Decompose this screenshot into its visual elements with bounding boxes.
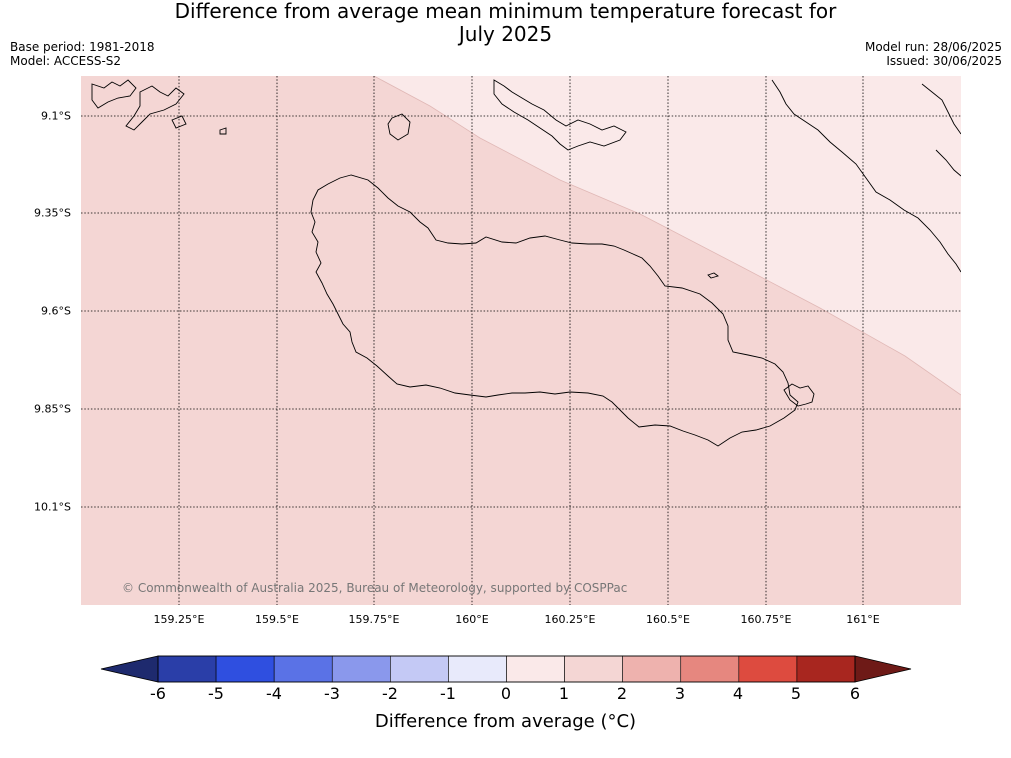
- coastline-northeast-3: [935, 149, 961, 177]
- lat-label: 10.1°S: [34, 500, 71, 514]
- colorbar-bin: [506, 655, 565, 683]
- colorbar-bins: [157, 655, 856, 683]
- region-0-to-1: [374, 76, 961, 395]
- title-line-2: July 2025: [458, 22, 553, 46]
- coastline-northcentral: [493, 79, 627, 151]
- colorbar-tick: -3: [324, 684, 340, 703]
- coastline-islet-3: [219, 127, 227, 135]
- colorbar-above-arrow: [854, 655, 912, 683]
- colorbar-bin: [448, 655, 507, 683]
- lat-label: 9.35°S: [34, 206, 71, 220]
- lon-label: 159.75°E: [348, 613, 400, 626]
- lat-label: 9.1°S: [41, 109, 71, 123]
- coastlines: [91, 79, 961, 447]
- lon-label: 159.25°E: [153, 613, 205, 626]
- coastline-round-island: [387, 113, 411, 141]
- lon-label: 160.5°E: [646, 613, 690, 626]
- base-period: Base period: 1981-2018: [10, 40, 155, 54]
- issued-date: Issued: 30/06/2025: [886, 54, 1002, 68]
- model-run: Model run: 28/06/2025: [864, 40, 1002, 54]
- colorbar-tick: -2: [382, 684, 398, 703]
- map-title: Difference from average mean minimum tem…: [0, 0, 1011, 46]
- coastline-main-island: [310, 174, 799, 447]
- coastline-northwest-2: [125, 85, 185, 131]
- colorbar-bin: [215, 655, 275, 683]
- meta-right: Model run: 28/06/2025 Issued: 30/06/2025: [865, 40, 1002, 68]
- colorbar-tick: -4: [266, 684, 282, 703]
- coastline-northeast-2: [921, 83, 961, 135]
- lon-label: 159.5°E: [255, 613, 299, 626]
- colorbar-bin: [796, 655, 856, 683]
- colorbar-tick: 5: [790, 684, 802, 703]
- colorbar-frame: [157, 655, 856, 683]
- colorbar-tick: -5: [208, 684, 224, 703]
- lon-label: 160.75°E: [740, 613, 792, 626]
- lat-label: 9.85°S: [34, 402, 71, 416]
- colorbar-tick: 2: [616, 684, 628, 703]
- lon-label: 160°E: [455, 613, 489, 626]
- colorbar-bin: [738, 655, 798, 683]
- coastline-east-tip: [783, 383, 815, 407]
- lat-label: 9.6°S: [41, 304, 71, 318]
- coastline-northwest: [91, 79, 137, 109]
- meta-left: Base period: 1981-2018 Model: ACCESS-S2: [10, 40, 155, 68]
- colorbar-bin: [390, 655, 449, 683]
- colorbar-tick: -6: [150, 684, 166, 703]
- colorbar-bin: [680, 655, 740, 683]
- copyright-notice: © Commonwealth of Australia 2025, Bureau…: [122, 581, 628, 595]
- colorbar-bin: [157, 655, 217, 683]
- colorbar-bin: [622, 655, 682, 683]
- colorbar-tick: 1: [558, 684, 570, 703]
- colorbar-tick: 3: [674, 684, 686, 703]
- colorbar-below-arrow: [100, 655, 159, 683]
- colorbar-bin: [564, 655, 623, 683]
- lon-label: 160.25°E: [544, 613, 596, 626]
- coastline-islet: [707, 272, 719, 279]
- gridlines: [81, 76, 961, 605]
- model-name: Model: ACCESS-S2: [10, 54, 122, 68]
- coastline-northeast: [771, 79, 961, 273]
- colorbar-tick: 4: [732, 684, 744, 703]
- colorbar-title: Difference from average (°C): [374, 711, 637, 732]
- colorbar-tick: 0: [500, 684, 512, 703]
- colorbar-tick: 6: [849, 684, 861, 703]
- lon-label: 161°E: [846, 613, 880, 626]
- colorbar-bin: [273, 655, 333, 683]
- colorbar-bin: [331, 655, 391, 683]
- coastline-islet-2: [171, 115, 187, 129]
- title-line-1: Difference from average mean minimum tem…: [174, 0, 837, 23]
- colorbar-tick: -1: [440, 684, 456, 703]
- region-boundary: [373, 76, 961, 396]
